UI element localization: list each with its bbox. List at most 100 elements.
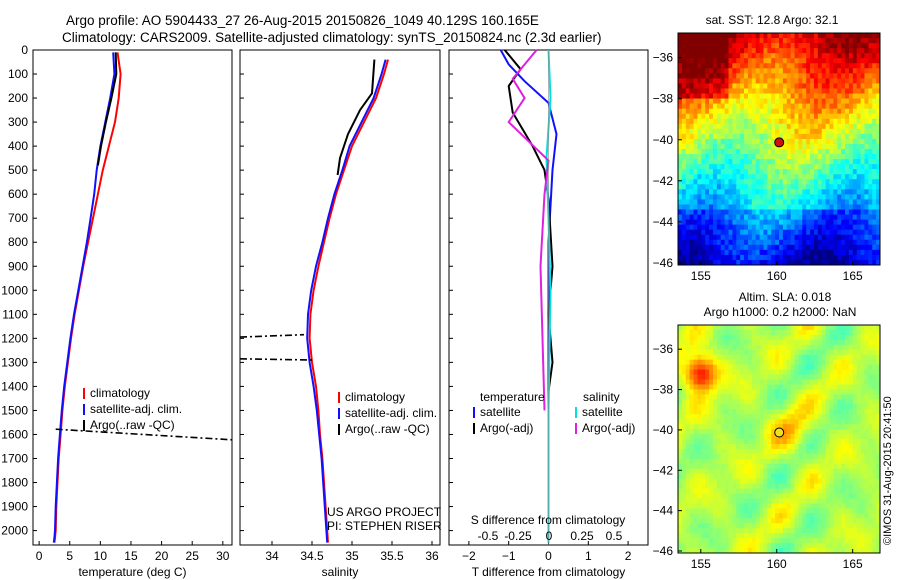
sst-heatmap-cell [798,159,803,165]
sst-heatmap-cell [771,73,776,79]
sla-heatmap-cell [786,443,792,450]
sst-heatmap-cell [876,113,881,120]
sla-heatmap-cell [681,389,687,395]
sst-heatmap-cell [802,149,807,155]
sst-heatmap-cell [709,234,714,241]
sst-heatmap-cell [728,93,733,99]
sla-heatmap-cell [678,369,683,375]
sst-heatmap-cell [829,204,834,210]
sst-heatmap-cell [790,78,795,84]
sst-heatmap-cell [724,239,729,246]
sst-heatmap-cell [744,194,749,200]
sla-heatmap-cell [782,329,788,336]
sst-heatmap-cell [833,53,838,59]
sst-heatmap-cell [852,234,858,241]
sst-heatmap-cell [860,118,865,125]
sla-heatmap-cell [685,473,691,480]
sst-heatmap-cell [701,108,706,115]
sst-heatmap-cell [767,169,772,175]
sst-heatmap-cell [845,214,850,221]
sla-heatmap-cell [833,473,838,480]
sla-heatmap-cell [829,429,834,435]
sst-heatmap-cell [872,58,877,64]
sla-heatmap-cell [775,325,780,331]
sst-heatmap-cell [864,123,869,130]
sla-heatmap-cell [876,359,881,366]
sla-heatmap-cell [678,384,683,390]
sla-heatmap-cell [837,443,842,450]
sla-heatmap-cell [712,528,718,534]
sst-heatmap-cell [724,103,729,110]
sla-heatmap-cell [751,488,757,494]
sst-heatmap-cell [681,204,687,210]
sst-heatmap-cell [798,48,803,54]
sst-heatmap-cell [845,174,850,180]
sst-heatmap-cell [802,133,807,140]
sla-heatmap-cell [782,473,788,480]
sst-heatmap-cell [810,219,815,226]
sst-heatmap-cell [678,194,683,200]
sst-heatmap-cell [806,73,811,79]
sst-heatmap-cell [790,149,795,155]
sst-heatmap-cell [763,83,768,89]
sst-heatmap-cell [790,118,795,125]
sst-heatmap-cell [806,83,811,89]
sst-heatmap-cell [845,229,850,236]
sla-heatmap-cell [829,488,834,494]
sst-heatmap-cell [709,108,714,115]
sla-heatmap-cell [779,325,784,331]
sst-heatmap-cell [720,154,726,160]
sst-heatmap-cell [689,254,694,261]
sla-heatmap-cell [763,448,768,455]
sst-heatmap-cell [712,224,718,231]
sst-heatmap-cell [705,108,710,115]
sla-heatmap-cell [876,419,881,425]
sst-heatmap-cell [767,133,772,140]
sla-heatmap-cell [806,384,811,390]
sst-heatmap-cell [767,199,772,205]
sst-heatmap-cell [790,234,795,241]
sla-heatmap-cell [845,448,850,455]
sst-heatmap-cell [864,169,869,175]
sst-heatmap-cell [806,143,811,150]
sst-heatmap-cell [817,88,823,94]
sst-heatmap-cell [689,58,694,64]
sla-heatmap-cell [755,379,760,385]
sst-heatmap-cell [701,103,706,110]
sst-heatmap-cell [716,43,722,49]
sla-heatmap-cell [744,369,749,375]
sst-heatmap-cell [697,259,702,266]
sla-heatmap-cell [681,399,687,405]
sla-heatmap-cell [852,379,858,385]
sst-heatmap-cell [829,118,834,125]
sst-heatmap-cell [689,83,694,89]
sla-heatmap-cell [720,498,726,504]
sla-heatmap-cell [837,488,842,494]
sst-heatmap-cell [810,143,815,150]
sst-heatmap-cell [794,103,799,110]
sst-heatmap-cell [829,88,834,94]
sst-heatmap-cell [802,33,807,39]
sla-heatmap-cell [728,463,733,470]
sst-heatmap-cell [810,48,815,54]
sst-heatmap-cell [709,58,714,64]
sst-heatmap-cell [786,149,792,155]
sla-heatmap-cell [681,419,687,425]
sst-heatmap-cell [693,229,698,236]
sst-heatmap-cell [872,234,877,241]
sst-heatmap-cell [701,88,706,94]
sla-heatmap-cell [825,463,830,470]
sla-heatmap-cell [744,513,749,519]
sla-heatmap-cell [779,523,784,529]
sla-heatmap-cell [798,473,803,480]
sla-heatmap-cell [872,434,877,440]
sst-heatmap-cell [852,128,858,135]
sla-heatmap-cell [829,478,834,485]
sla-heatmap-cell [736,394,741,400]
sst-heatmap-cell [771,159,776,165]
sla-heatmap-cell [779,468,784,475]
sst-heatmap-cell [813,58,819,64]
sla-heatmap-cell [689,349,694,356]
sla-heatmap-cell [821,409,827,415]
sst-heatmap-cell [724,63,729,69]
